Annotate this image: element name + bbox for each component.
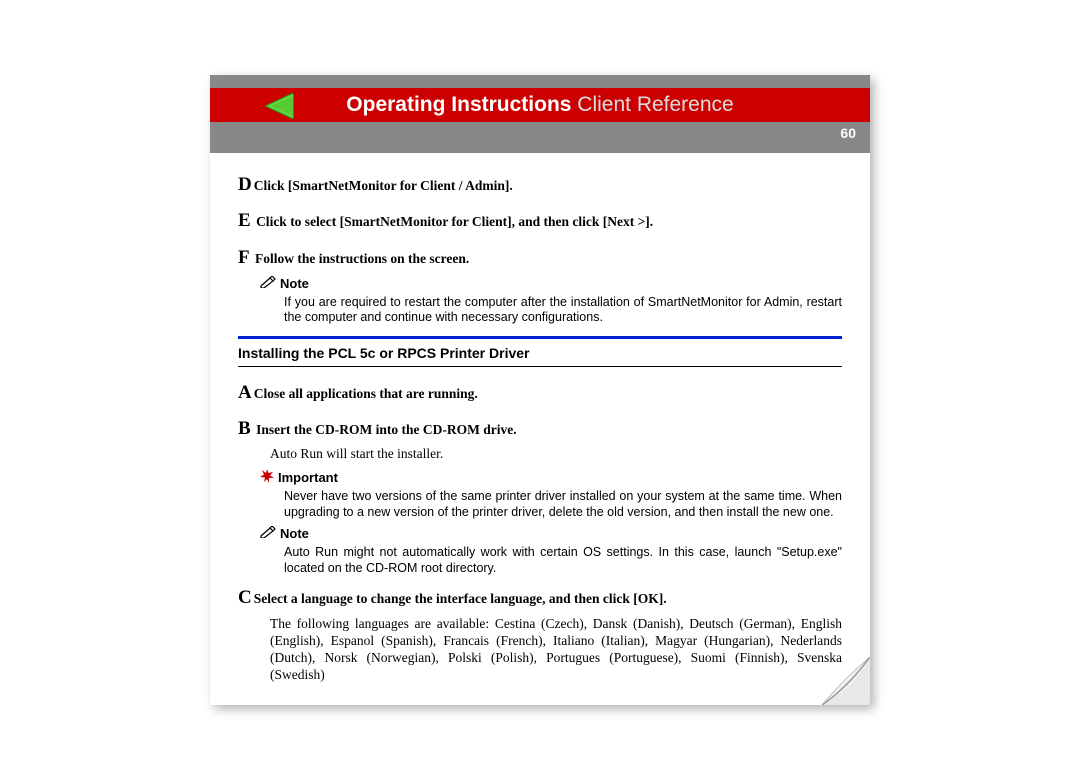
step-a: AClose all applications that are running… [238,381,842,405]
page-curl-icon[interactable] [822,657,870,705]
step-letter: A [238,382,252,403]
note-label: Note [280,526,309,543]
pencil-icon [260,276,276,293]
section-rule [238,336,842,339]
step-c: CSelect a language to change the interfa… [238,586,842,683]
step-d: DClick [SmartNetMonitor for Client / Adm… [238,173,842,197]
page-number: 60 [840,125,856,141]
step-text: Click [SmartNetMonitor for Client / Admi… [254,178,513,193]
step-body: Auto Run will start the installer. [270,445,842,462]
page-title: Operating Instructions Client Reference [346,93,733,117]
title-stripe: Operating Instructions Client Reference [210,88,870,122]
note-header: Note [260,526,842,543]
step-text: Select a language to change the interfac… [254,591,667,606]
step-body: The following languages are available: C… [270,615,842,684]
step-e: E Click to select [SmartNetMonitor for C… [238,209,842,233]
step-b: B Insert the CD-ROM into the CD-ROM driv… [238,417,842,463]
step-text: Click to select [SmartNetMonitor for Cli… [253,214,654,229]
title-light: Client Reference [571,93,733,116]
title-bold: Operating Instructions [346,93,571,116]
header-bar: Operating Instructions Client Reference … [210,75,870,153]
document-page: Operating Instructions Client Reference … [210,75,870,705]
step-text: Insert the CD-ROM into the CD-ROM drive. [253,422,517,437]
step-letter: F [238,247,250,268]
step-letter: B [238,418,251,439]
note-body: If you are required to restart the compu… [284,295,842,326]
section-title: Installing the PCL 5c or RPCS Printer Dr… [238,345,842,363]
step-letter: D [238,174,252,195]
step-f: F Follow the instructions on the screen. [238,246,842,270]
note-header: Note [260,276,842,293]
step-text: Follow the instructions on the screen. [252,251,470,266]
note-label: Note [280,276,309,293]
step-letter: E [238,210,251,231]
important-label: Important [278,470,338,487]
step-letter: C [238,587,252,608]
note-callout-2: Note Auto Run might not automatically wo… [260,526,842,576]
step-text: Close all applications that are running. [254,386,478,401]
content-area: DClick [SmartNetMonitor for Client / Adm… [210,153,870,706]
important-header: Important [260,469,842,488]
starburst-icon [260,469,274,488]
pencil-icon [260,526,276,543]
section-underline [238,366,842,367]
note-body: Auto Run might not automatically work wi… [284,545,842,576]
note-callout: Note If you are required to restart the … [260,276,842,326]
important-callout: Important Never have two versions of the… [260,469,842,521]
important-body: Never have two versions of the same prin… [284,489,842,520]
